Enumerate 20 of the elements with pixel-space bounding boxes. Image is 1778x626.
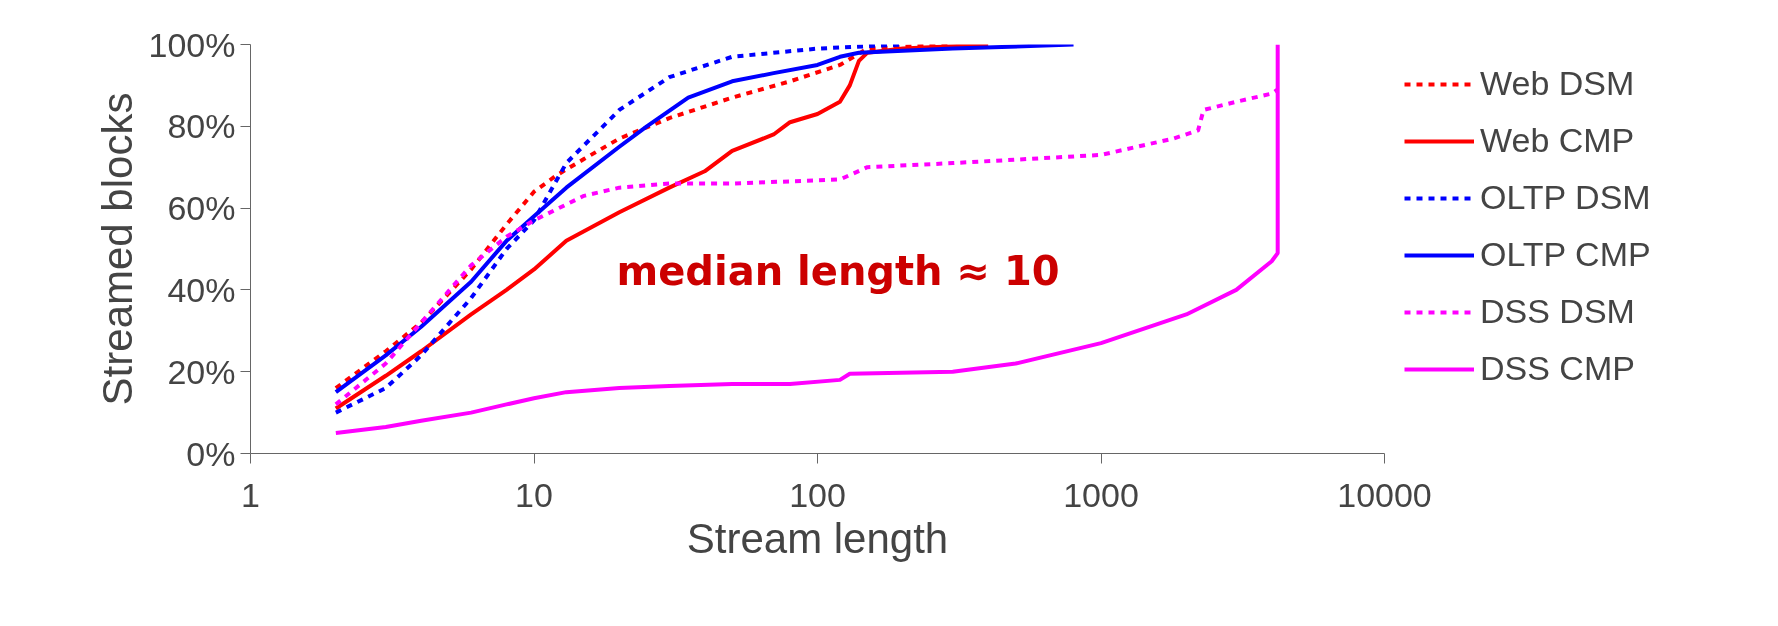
y-axis-title: Streamed blocks <box>93 92 141 406</box>
legend-label: Web CMP <box>1480 121 1635 160</box>
y-tick-label: 100% <box>148 25 236 64</box>
legend-label: DSS DSM <box>1480 292 1635 331</box>
y-tick-label: 40% <box>167 270 236 309</box>
x-tick-label: 10 <box>515 475 553 514</box>
y-tick-label: 20% <box>167 352 236 391</box>
x-tick-label: 100 <box>789 475 846 514</box>
x-tick-label: 10000 <box>1337 475 1432 514</box>
y-tick-label: 0% <box>186 434 236 473</box>
y-tick-label: 60% <box>167 189 236 228</box>
legend-label: Web DSM <box>1480 64 1635 103</box>
y-tick-label: 80% <box>167 107 236 146</box>
x-tick-label: 1 <box>241 475 260 514</box>
annotation: median length ≈ 10 <box>616 247 1060 294</box>
x-tick-label: 1000 <box>1063 475 1139 514</box>
legend-label: OLTP CMP <box>1480 235 1651 274</box>
x-axis-title: Stream length <box>686 514 949 562</box>
legend-label: OLTP DSM <box>1480 178 1651 217</box>
legend-label: DSS CMP <box>1480 349 1635 388</box>
